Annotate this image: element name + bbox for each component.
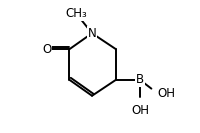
Text: OH: OH xyxy=(131,104,149,117)
Text: O: O xyxy=(42,43,51,56)
Text: N: N xyxy=(88,27,96,40)
Text: OH: OH xyxy=(157,87,175,100)
Text: B: B xyxy=(136,73,144,86)
Text: CH₃: CH₃ xyxy=(65,7,87,20)
